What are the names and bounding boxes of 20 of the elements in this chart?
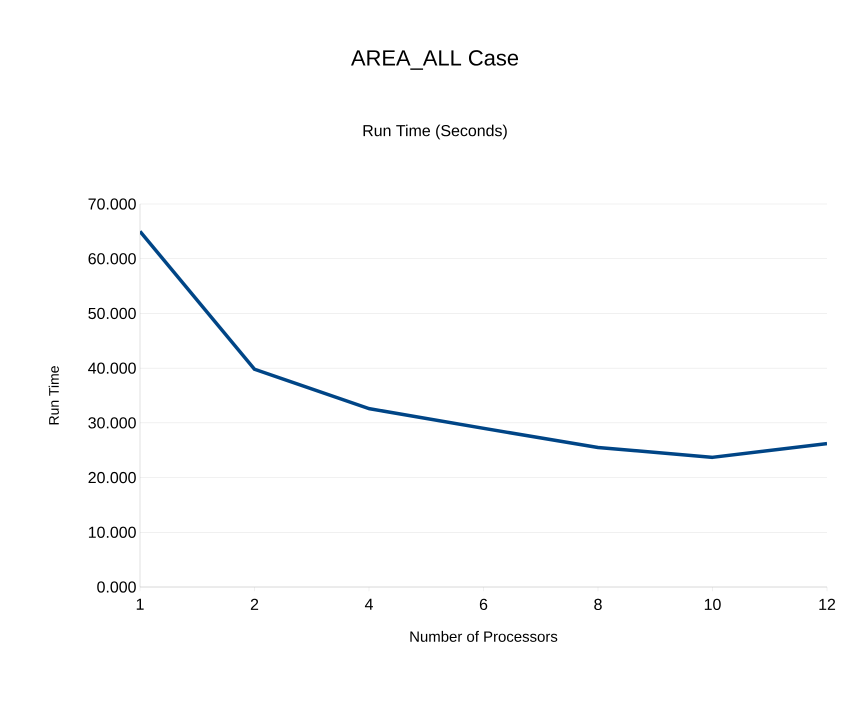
y-tick-label: 60.000 (88, 253, 136, 264)
chart-subtitle: Run Time (Seconds) (364, 124, 507, 140)
chart-title: AREA_ALL Case (350, 50, 518, 70)
line-series (140, 230, 828, 460)
y-tick-label: 0.000 (97, 581, 136, 593)
x-tick-label: 1 (136, 598, 144, 610)
x-tick-label: 8 (594, 598, 602, 610)
x-axis-title: Number of Processors (410, 630, 558, 642)
x-tick-label: 2 (250, 598, 258, 610)
x-tick-label: 6 (480, 598, 488, 610)
y-tick-label: 20.000 (88, 472, 136, 484)
x-tick-label: 12 (819, 598, 836, 610)
x-tick-label: 4 (364, 598, 373, 610)
y-tick-label: 70.000 (88, 198, 136, 210)
y-tick-label: 50.000 (88, 308, 136, 320)
y-tick-label: 40.000 (88, 362, 136, 374)
y-axis-title: Run Time (48, 366, 59, 424)
x-tick-label: 10 (704, 598, 721, 610)
y-tick-label: 30.000 (88, 417, 136, 428)
y-tick-label: 10.000 (88, 526, 136, 538)
